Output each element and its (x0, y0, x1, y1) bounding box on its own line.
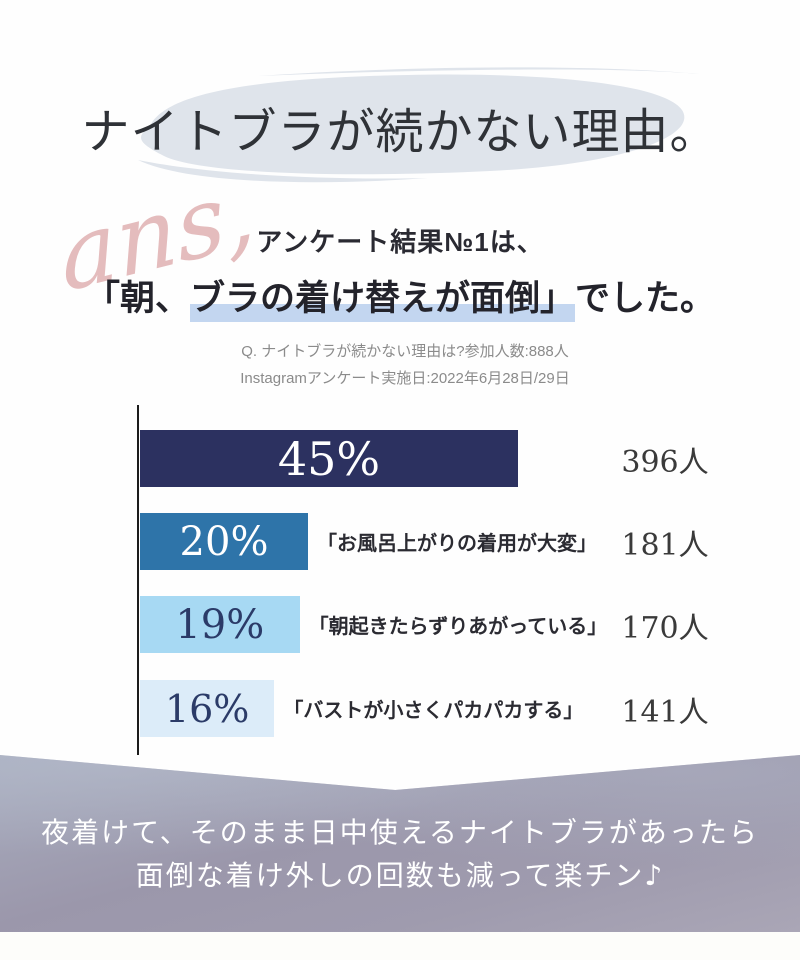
footer-line-1: 夜着けて、そのまま日中使えるナイトブラがあったら (41, 816, 759, 849)
survey-question-line: Q. ナイトブラが続かない理由は?参加人数:888人 (241, 343, 569, 360)
bar-19pct: 19% (140, 596, 300, 653)
survey-note: Q. ナイトブラが続かない理由は?参加人数:888人 Instagramアンケー… (0, 338, 800, 392)
footer-line-2: 面倒な着け外しの回数も減って楽チン♪ (135, 859, 665, 892)
survey-result-subtitle: アンケート結果№1は、 (256, 227, 544, 257)
chart-row-1: 45% (140, 430, 527, 487)
bar-quote-label: 「朝起きたらずりあがっている」 (308, 616, 608, 638)
footer-message: 夜着けて、そのまま日中使えるナイトブラがあったら 面倒な着け外しの回数も減って楽… (0, 811, 800, 897)
bar-45pct: 45% (140, 430, 518, 487)
headline-highlighted: ブラの着け替えが面倒」 (189, 279, 575, 322)
page-title: ナイトブラが続かない理由。 (81, 104, 719, 160)
bar-count-label: 181人 (621, 527, 709, 563)
bar-20pct: 20% (140, 513, 308, 570)
bar-percent-label: 19% (175, 601, 265, 648)
headline-suffix: でした。 (575, 279, 716, 318)
brush-stroke-decoration (138, 67, 700, 183)
bottom-margin (0, 932, 800, 960)
bar-percent-label: 20% (179, 518, 269, 565)
footer-banner: 夜着けて、そのまま日中使えるナイトブラがあったら 面倒な着け外しの回数も減って楽… (0, 755, 800, 932)
chart-axis-line (137, 405, 139, 755)
bar-16pct: 16% (140, 680, 275, 737)
bar-percent-label: 16% (164, 686, 250, 731)
bar-percent-label: 45% (277, 431, 381, 486)
bar-count-label: 141人 (621, 694, 709, 730)
title-section: ナイトブラが続かない理由。 (0, 64, 800, 194)
chart-row-4: 16% 「バストが小さくパカパカする」 (140, 680, 583, 737)
survey-answer-headline: 「朝、ブラの着け替えが面倒」でした。 (0, 270, 800, 322)
chart-row-2: 20% 「お風呂上がりの着用が大変」 (140, 513, 597, 570)
bar-chart: 45% 396人 20% 「お風呂上がりの着用が大変」 181人 19% 「朝起… (137, 405, 709, 755)
bar-quote-label: 「バストが小さくパカパカする」 (283, 700, 584, 722)
survey-date-line: Instagramアンケート実施日:2022年6月28日/29日 (240, 370, 570, 387)
headline-prefix: 「朝、 (84, 279, 190, 318)
bar-count-label: 170人 (621, 610, 709, 646)
bar-quote-label: 「お風呂上がりの着用が大変」 (317, 533, 597, 555)
chart-row-3: 19% 「朝起きたらずりあがっている」 (140, 596, 607, 653)
bar-count-label: 396人 (621, 444, 709, 480)
